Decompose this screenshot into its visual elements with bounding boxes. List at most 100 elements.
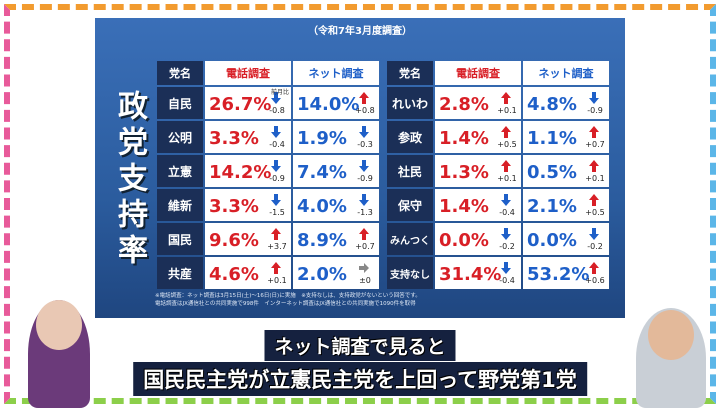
change-arrow [359,92,369,104]
change-arrow [271,228,281,240]
value-cell: 1.4% +0.5 [435,121,521,153]
change-arrow [271,194,281,206]
panel: （令和7年3月度調査） 政党支持率 ※電話調査：ネット調査は3月15日(土)～1… [95,18,625,318]
change-arrow [589,228,599,240]
party-name: 公明 [157,121,203,153]
value-cell: 2.0% ±0 [293,257,379,289]
value-cell: 1.9% -0.3 [293,121,379,153]
support-rate: 0.5% [527,162,577,183]
value-cell: 3.3% -1.5 [205,189,291,221]
caption-line: ネット調査で見ると [264,330,456,361]
support-rate: 8.9% [297,230,347,251]
party-name: 保守 [387,189,433,221]
support-rate: 2.8% [439,94,489,115]
party-name: 国民 [157,223,203,255]
monthly-change: -0.4 [499,276,515,285]
support-rate: 2.0% [297,264,347,285]
title: 政党支持率 [112,90,147,270]
monthly-change: -0.9 [357,174,373,183]
value-cell: 0.5% +0.1 [523,155,609,187]
change-arrow [501,262,511,274]
value-cell: 4.6% +0.1 [205,257,291,289]
caption-line: 国民民主党が立憲民主党を上回って野党第1党 [133,362,587,396]
change-arrow [589,194,599,206]
monthly-change: -0.2 [587,242,603,251]
support-rate: 1.4% [439,196,489,217]
support-rate: 9.6% [209,230,259,251]
monthly-change: -0.4 [499,208,515,217]
change-arrow [589,92,599,104]
footnotes: ※電話調査：ネット調査は3月15日(土)～16日(日)に実施 ※支持なしは、支持… [155,292,615,308]
monthly-change: +0.1 [267,276,287,285]
support-rate: 31.4% [439,264,502,285]
column-header: 電話調査 [205,61,291,85]
support-rate: 53.2% [527,264,590,285]
value-cell: 14.0% +0.8 [293,87,379,119]
party-name: みんつく [387,223,433,255]
support-rate: 14.2% [209,162,272,183]
monthly-change: +0.6 [585,276,605,285]
value-cell: 2.1% +0.5 [523,189,609,221]
value-cell: 4.8% -0.9 [523,87,609,119]
subtitle: （令和7年3月度調査） [308,26,412,37]
column-header: 電話調査 [435,61,521,85]
change-arrow [589,160,599,172]
party-name: 共産 [157,257,203,289]
value-cell: 1.3% +0.1 [435,155,521,187]
support-rate: 26.7% [209,94,272,115]
monthly-change: -0.9 [587,106,603,115]
monthly-change: +0.8 [355,106,375,115]
support-rate: 2.1% [527,196,577,217]
party-name: れいわ [387,87,433,119]
support-rate: 3.3% [209,128,259,149]
support-rate: 1.4% [439,128,489,149]
party-name: 支持なし [387,257,433,289]
change-arrow [271,160,281,172]
support-rate: 1.1% [527,128,577,149]
change-arrow [589,262,599,274]
value-cell: 31.4% -0.4 [435,257,521,289]
monthly-change: +0.1 [497,174,517,183]
monthly-change: +0.7 [355,242,375,251]
party-name: 社民 [387,155,433,187]
support-rate: 4.0% [297,196,347,217]
change-arrow [359,160,369,172]
value-cell: 3.3% -0.4 [205,121,291,153]
column-header: 党名 [157,61,203,85]
change-arrow [501,126,511,138]
value-cell: 0.0% -0.2 [523,223,609,255]
support-rate: 3.3% [209,196,259,217]
value-cell: 4.0% -1.3 [293,189,379,221]
monthly-change: +0.5 [585,208,605,217]
change-arrow [589,126,599,138]
footnote: 電話調査はJX通信社との共同実施で998件 インターネット調査はJX通信社との共… [155,301,416,307]
column-header: ネット調査 [523,61,609,85]
change-label: 前月比 [270,89,289,96]
change-arrow [359,228,369,240]
party-name: 参政 [387,121,433,153]
presenter-left-face [36,300,82,350]
value-cell: 7.4% -0.9 [293,155,379,187]
party-name: 自民 [157,87,203,119]
value-cell: 53.2% +0.6 [523,257,609,289]
party-name: 維新 [157,189,203,221]
change-arrow [359,263,369,273]
monthly-change: +0.1 [497,106,517,115]
value-cell: 1.1% +0.7 [523,121,609,153]
monthly-change: -0.4 [269,140,285,149]
monthly-change: -0.2 [499,242,515,251]
monthly-change: +3.7 [267,242,287,251]
monthly-change: -0.3 [357,140,373,149]
change-arrow [501,160,511,172]
column-header: 党名 [387,61,433,85]
monthly-change: -0.9 [269,174,285,183]
presenter-right-face [648,310,694,360]
support-rate: 14.0% [297,94,360,115]
support-rate: 1.9% [297,128,347,149]
monthly-change: ±0 [359,276,371,285]
support-rate: 4.6% [209,264,259,285]
frame [4,4,716,404]
monthly-change: -1.3 [357,208,373,217]
party-name: 立憲 [157,155,203,187]
